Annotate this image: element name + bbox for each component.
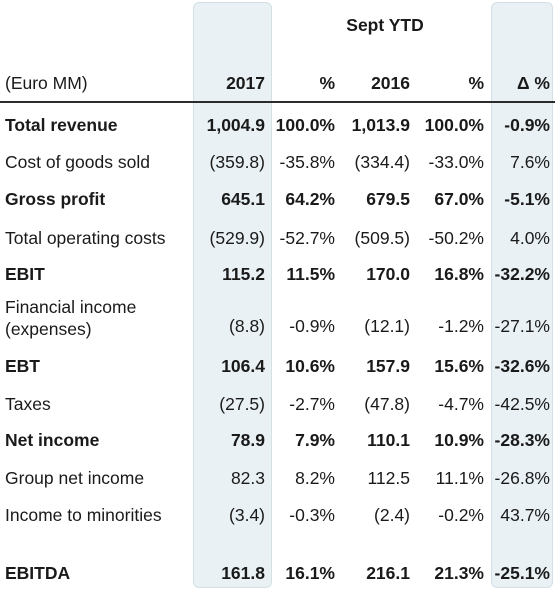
- value-2016-cell: 112.5: [367, 468, 411, 488]
- value-2017-cell: 645.1: [221, 189, 265, 209]
- value-2016-cell: 170.0: [366, 264, 410, 284]
- row-label: Group net income: [5, 468, 145, 488]
- row-label: EBIT: [5, 264, 45, 284]
- delta-pct-cell: -28.3%: [494, 430, 550, 450]
- pct-2016-cell: -4.7%: [438, 394, 484, 414]
- header-col-delta: Δ %: [516, 73, 550, 93]
- row-label: Net income: [5, 430, 100, 450]
- value-2016-cell: 679.5: [366, 189, 410, 209]
- delta-pct-cell: -27.1%: [494, 316, 550, 336]
- highlight-2017-column: [193, 2, 272, 588]
- pct-2016-cell: 21.3%: [434, 563, 484, 583]
- header-col-2017: 2017: [226, 73, 265, 93]
- pct-2017-cell: 100.0%: [275, 115, 335, 135]
- value-2017-cell: 78.9: [230, 430, 265, 450]
- value-2016-cell: (334.4): [354, 152, 410, 172]
- row-label: Taxes: [5, 394, 51, 414]
- row-label: Total operating costs: [5, 228, 166, 248]
- pct-2016-cell: -1.2%: [438, 316, 484, 336]
- delta-pct-cell: -5.1%: [504, 189, 550, 209]
- header-group-title: Sept YTD: [346, 15, 424, 35]
- delta-pct-cell: -32.6%: [494, 356, 550, 376]
- value-2017-cell: (3.4): [229, 505, 265, 525]
- delta-pct-cell: -32.2%: [494, 264, 550, 284]
- value-2017-cell: 82.3: [230, 468, 265, 488]
- pct-2017-cell: 8.2%: [295, 468, 335, 488]
- value-2017-cell: (529.9): [209, 228, 265, 248]
- header-col-2016: 2016: [371, 73, 410, 93]
- value-2016-cell: (47.8): [364, 394, 410, 414]
- value-2017-cell: 115.2: [222, 264, 265, 284]
- row-label: Total revenue: [5, 115, 118, 135]
- pct-2017-cell: -2.7%: [289, 394, 335, 414]
- value-2017-cell: 1,004.9: [206, 115, 265, 135]
- row-label: EBT: [5, 356, 40, 376]
- value-2016-cell: 157.9: [366, 356, 410, 376]
- pct-2016-cell: 100.0%: [424, 115, 484, 135]
- delta-pct-cell: 7.6%: [510, 152, 550, 172]
- value-2017-cell: 106.4: [221, 356, 265, 376]
- delta-pct-cell: -26.8%: [494, 468, 550, 488]
- row-label: Cost of goods sold: [5, 152, 150, 172]
- pct-2017-cell: -35.8%: [279, 152, 335, 172]
- pct-2017-cell: 64.2%: [285, 189, 335, 209]
- header-col-pct-2017: %: [319, 73, 335, 93]
- delta-pct-cell: -42.5%: [494, 394, 550, 414]
- value-2016-cell: 216.1: [366, 563, 410, 583]
- value-2016-cell: (2.4): [374, 505, 410, 525]
- pct-2017-cell: 11.5%: [286, 264, 335, 284]
- pct-2016-cell: 16.8%: [434, 264, 484, 284]
- value-2017-cell: (27.5): [219, 394, 265, 414]
- value-2016-cell: (12.1): [364, 316, 410, 336]
- delta-pct-cell: 4.0%: [510, 228, 550, 248]
- pct-2017-cell: 10.6%: [285, 356, 335, 376]
- pct-2016-cell: 67.0%: [434, 189, 484, 209]
- header-col-pct-2016: %: [468, 73, 484, 93]
- pct-2016-cell: 11.1%: [435, 468, 484, 488]
- header-units-label: (Euro MM): [5, 73, 88, 93]
- value-2017-cell: (359.8): [209, 152, 265, 172]
- pct-2017-cell: -0.3%: [289, 505, 335, 525]
- pct-2016-cell: -33.0%: [428, 152, 484, 172]
- value-2017-cell: 161.8: [221, 563, 265, 583]
- pct-2016-cell: 15.6%: [434, 356, 484, 376]
- pct-2017-cell: 16.1%: [285, 563, 335, 583]
- delta-pct-cell: -25.1%: [494, 563, 550, 583]
- delta-pct-cell: 43.7%: [500, 505, 550, 525]
- row-label: Income to minorities: [5, 505, 162, 525]
- highlight-delta-column: [491, 2, 553, 588]
- pct-2017-cell: -0.9%: [289, 316, 335, 336]
- value-2016-cell: (509.5): [354, 228, 410, 248]
- pct-2016-cell: 10.9%: [434, 430, 484, 450]
- pct-2016-cell: -0.2%: [438, 505, 484, 525]
- value-2016-cell: 1,013.9: [351, 115, 410, 135]
- value-2017-cell: (8.8): [229, 316, 265, 336]
- pct-2017-cell: 7.9%: [295, 430, 335, 450]
- pct-2016-cell: -50.2%: [428, 228, 484, 248]
- row-label: Gross profit: [5, 189, 106, 209]
- header-rule: [0, 101, 555, 103]
- row-label: EBITDA: [5, 563, 71, 583]
- delta-pct-cell: -0.9%: [504, 115, 550, 135]
- row-label: Financial income (expenses): [5, 297, 137, 339]
- pct-2017-cell: -52.7%: [279, 228, 335, 248]
- value-2016-cell: 110.1: [367, 430, 410, 450]
